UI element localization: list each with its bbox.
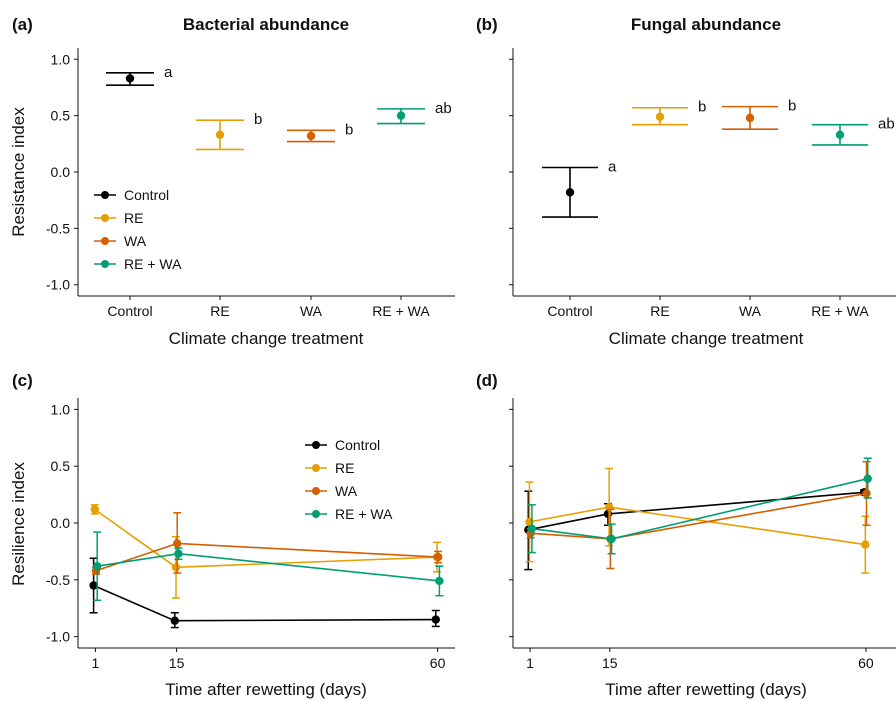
panel-a-legend-swatch-dot (101, 237, 109, 245)
panel-d-point-re-wa (527, 524, 537, 533)
panel-d-line-re-wa (531, 477, 868, 540)
panel-c-point-wa (173, 539, 182, 548)
panel-b-x-tick-label: RE (650, 303, 669, 319)
panel-b-point-re-wa (835, 130, 845, 139)
panel-c-legend-swatch-dot (312, 441, 320, 449)
panel-d-point-re (861, 540, 870, 549)
panel-b-title: Fungal abundance (631, 15, 781, 34)
panel-c-point-control (89, 581, 98, 590)
panel-c-y-axis-label: Resilience index (9, 462, 28, 586)
panel-c-legend-label: RE + WA (335, 506, 393, 522)
panel-d-point-re-wa (607, 534, 616, 544)
panel-a-point-control (125, 74, 135, 83)
panel-c-point-re-wa (435, 576, 444, 586)
panel-b-x-axis-label: Climate change treatment (609, 329, 804, 348)
panel-a-legend-label: RE (124, 210, 143, 226)
panel-d-x-axis-label: Time after rewetting (days) (605, 680, 807, 699)
panel-d-x-tick-label: 1 (526, 655, 534, 671)
panel-a-y-tick-label: 0.0 (51, 164, 71, 180)
panel-a-x-axis-label: Climate change treatment (169, 329, 364, 348)
panel-c-point-re-wa (174, 549, 183, 558)
panel-c-point-re (90, 505, 100, 514)
panel-d-x-tick-label: 15 (602, 655, 618, 671)
panel-a-legend-label: WA (124, 233, 147, 249)
panel-b-significance-letter: a (608, 158, 617, 175)
panel-c-plot: 1.0 0.5 0.0 -0.5 -1.0 1 15 60 Control RE WA RE + WA (46, 398, 455, 671)
panel-a-significance-letter: b (345, 121, 353, 138)
panel-b-point-re (655, 112, 665, 121)
panel-c-line-re-wa (97, 552, 440, 582)
panel-b-significance-letter: ab (878, 116, 895, 133)
panel-c-line-control (93, 584, 436, 622)
panel-c-legend-label: RE (335, 460, 354, 476)
panel-b-point-control (565, 188, 575, 197)
panel-c: (c) Resilience index Time after rewettin… (9, 371, 455, 699)
panel-b: (b) Fungal abundance Climate change trea… (476, 15, 896, 348)
panel-a-legend-label: RE + WA (124, 256, 182, 272)
panel-a-legend-swatch-dot (101, 214, 109, 222)
panel-c-y-tick-label: -0.5 (46, 572, 70, 588)
panel-c-y-tick-label: 1.0 (51, 401, 71, 417)
panel-d-point-wa (862, 489, 871, 498)
panel-a-point-wa (306, 131, 316, 141)
panel-a-y-tick-label: -1.0 (46, 277, 70, 293)
panel-a-y-tick-label: 0.5 (51, 108, 71, 124)
panel-a-y-axis-label: Resistance index (9, 107, 28, 237)
panel-a-x-tick-label: WA (300, 303, 323, 319)
panel-a-significance-letter: b (254, 111, 262, 128)
panel-c-point-wa (434, 552, 443, 562)
panel-c-point-control (431, 615, 440, 624)
panel-a-x-tick-label: Control (107, 303, 152, 319)
panel-b-x-tick-label: Control (547, 303, 592, 319)
panel-a-legend-label: Control (124, 187, 169, 203)
panel-b-significance-letter: b (788, 98, 796, 115)
panel-c-legend-swatch-dot (312, 464, 320, 472)
panel-a-y-tick-label: -0.5 (46, 220, 70, 236)
panel-b-x-tick-label: WA (739, 303, 762, 319)
panel-c-legend-label: Control (335, 437, 380, 453)
panel-c-point-re (171, 563, 181, 572)
panel-a-y-tick-label: 1.0 (51, 51, 71, 67)
panel-a-tag: (a) (12, 15, 33, 34)
panel-c-y-tick-label: 0.5 (51, 458, 71, 474)
panel-d-tag: (d) (476, 371, 498, 390)
panel-a-x-tick-label: RE (210, 303, 229, 319)
panel-d-point-re-wa (863, 474, 872, 483)
panel-c-legend-swatch-dot (312, 510, 320, 518)
panel-d-x-tick-label: 60 (858, 655, 874, 671)
panel-c-x-tick-label: 1 (92, 655, 100, 671)
panel-d: (d) Time after rewetting (days) 1 15 60 (476, 371, 896, 699)
panel-a-x-tick-label: RE + WA (372, 303, 430, 319)
panel-d-line-re (529, 506, 866, 546)
panel-c-y-tick-label: 0.0 (51, 515, 71, 531)
panel-b-tag: (b) (476, 15, 498, 34)
panel-b-significance-letter: b (698, 99, 706, 116)
panel-c-y-tick-label: -1.0 (46, 629, 70, 645)
panel-a-point-re (215, 130, 225, 139)
panel-a-legend-swatch-dot (101, 260, 109, 268)
panel-c-point-control (170, 616, 179, 625)
panel-c-x-tick-label: 60 (430, 655, 446, 671)
panel-a: (a) Bacterial abundance Resistance index… (9, 15, 455, 348)
panel-c-legend-swatch-dot (312, 487, 320, 495)
panel-b-point-wa (745, 113, 755, 123)
panel-a-point-re-wa (396, 111, 406, 120)
panel-b-x-tick-label: RE + WA (811, 303, 869, 319)
panel-c-x-tick-label: 15 (169, 655, 185, 671)
panel-c-legend-label: WA (335, 483, 358, 499)
panel-a-legend-swatch-dot (101, 191, 109, 199)
panel-d-line-wa (530, 492, 867, 540)
panel-d-plot: 1 15 60 (509, 398, 896, 671)
panel-a-title: Bacterial abundance (183, 15, 349, 34)
panel-a-significance-letter: a (164, 64, 173, 81)
panel-c-tag: (c) (12, 371, 33, 390)
panel-c-point-re-wa (93, 561, 102, 571)
panel-c-x-axis-label: Time after rewetting (days) (165, 680, 367, 699)
panel-a-significance-letter: ab (435, 100, 452, 117)
